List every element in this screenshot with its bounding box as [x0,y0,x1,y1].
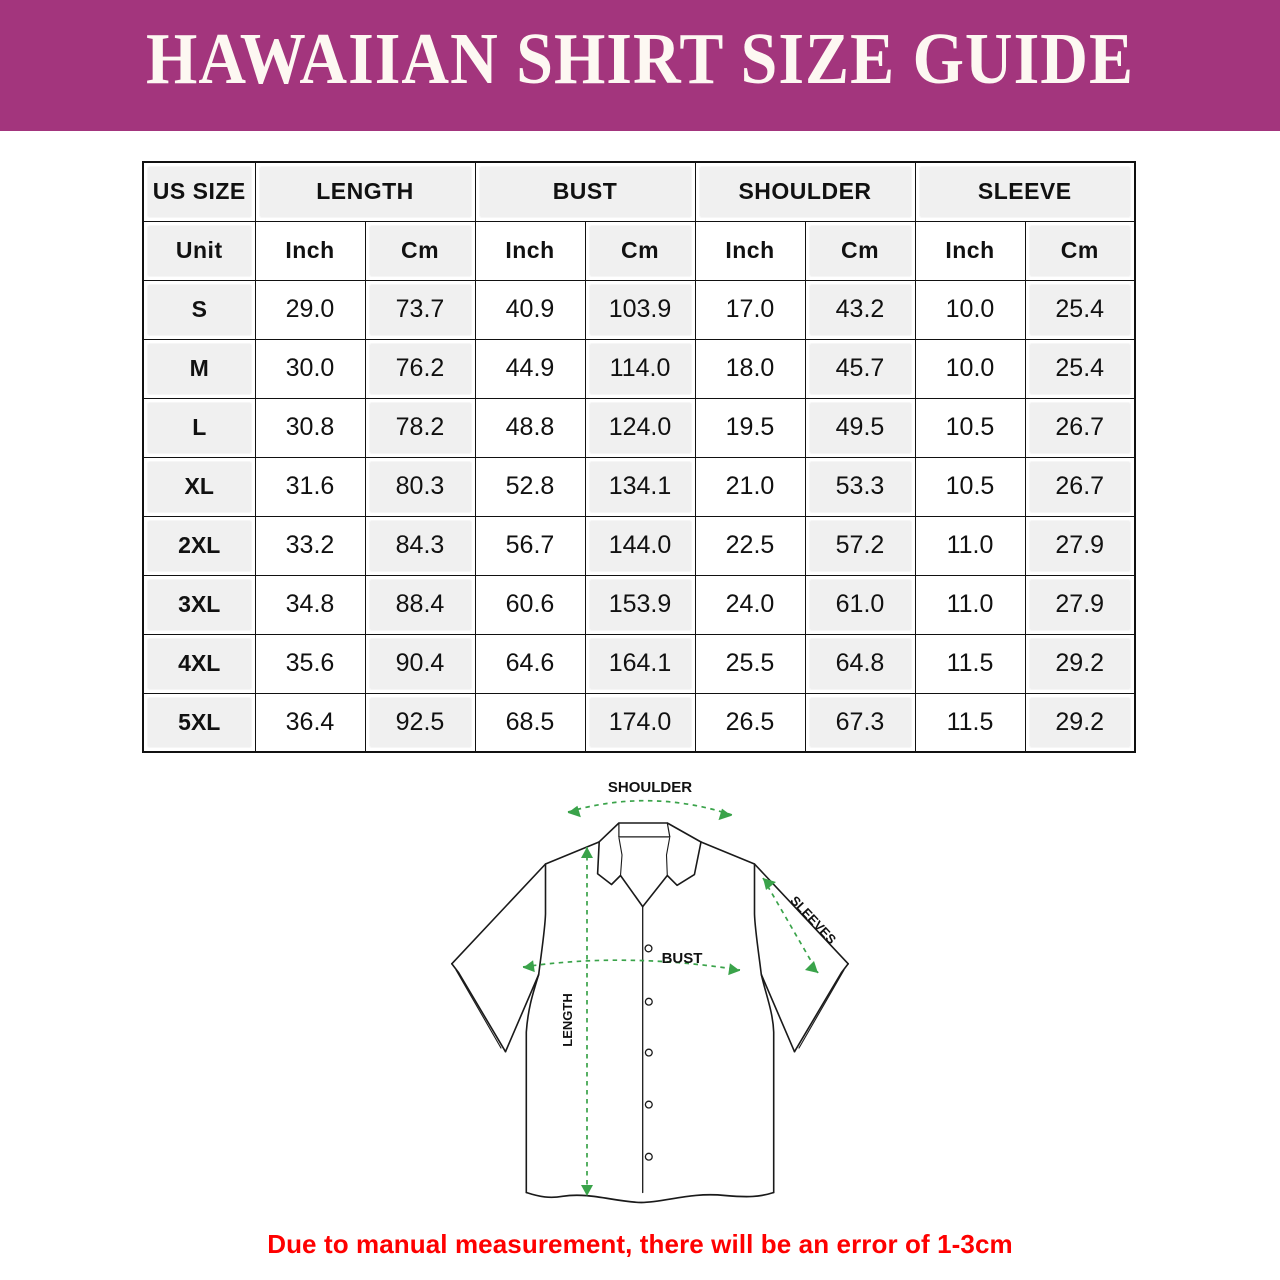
svg-text:BUST: BUST [662,950,703,967]
svg-text:SHOULDER: SHOULDER [608,780,692,796]
svg-text:LENGTH: LENGTH [560,993,575,1046]
svg-text:SLEEVES: SLEEVES [787,893,839,947]
